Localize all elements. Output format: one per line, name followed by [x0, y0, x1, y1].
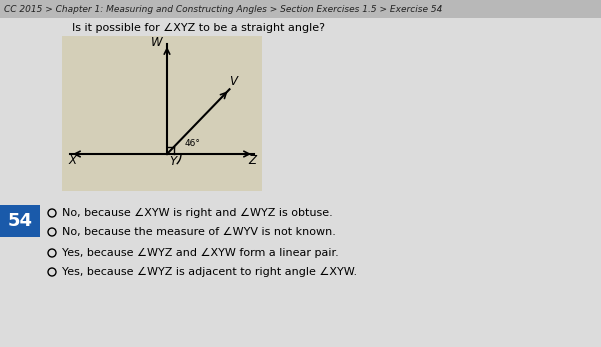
Text: V: V — [230, 75, 237, 88]
Text: Is it possible for ∠XYZ to be a straight angle?: Is it possible for ∠XYZ to be a straight… — [72, 23, 325, 33]
Text: 46°: 46° — [185, 139, 201, 148]
Text: X: X — [68, 154, 76, 167]
Text: No, because ∠XYW is right and ∠WYZ is obtuse.: No, because ∠XYW is right and ∠WYZ is ob… — [62, 208, 333, 218]
Text: Yes, because ∠WYZ is adjacent to right angle ∠XYW.: Yes, because ∠WYZ is adjacent to right a… — [62, 267, 357, 277]
Text: Z: Z — [248, 154, 256, 167]
Text: W: W — [151, 36, 163, 49]
Text: CC 2015 > Chapter 1: Measuring and Constructing Angles > Section Exercises 1.5 >: CC 2015 > Chapter 1: Measuring and Const… — [4, 5, 442, 14]
Text: No, because the measure of ∠WYV is not known.: No, because the measure of ∠WYV is not k… — [62, 227, 336, 237]
Bar — [62, 36, 262, 191]
Text: Yes, because ∠WYZ and ∠XYW form a linear pair.: Yes, because ∠WYZ and ∠XYW form a linear… — [62, 248, 339, 258]
Bar — [0, 205, 40, 237]
Text: Y: Y — [169, 155, 177, 168]
Bar — [0, 0, 601, 18]
Text: 54: 54 — [7, 212, 32, 230]
